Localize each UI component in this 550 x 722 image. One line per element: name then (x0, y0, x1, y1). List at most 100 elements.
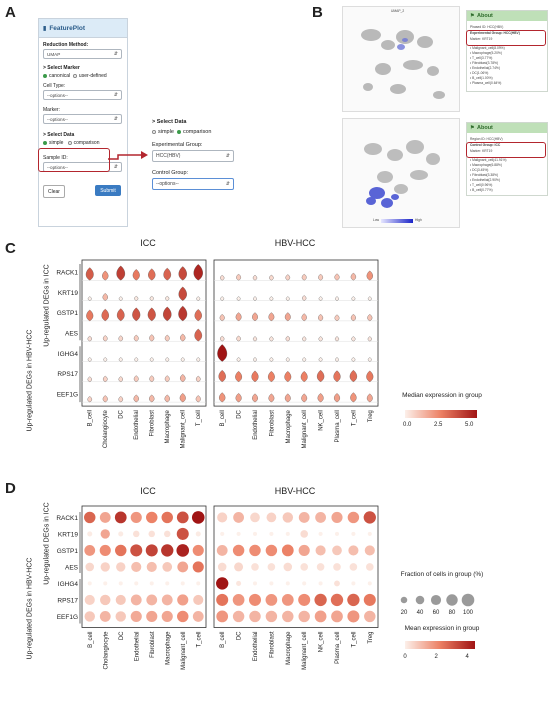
violin-mark (268, 393, 275, 403)
dot-mark (180, 581, 185, 586)
violin-mark (236, 273, 241, 281)
gene-label: AES (65, 565, 79, 572)
dot-mark (99, 611, 111, 622)
data-radio-group: simple comparison (43, 140, 99, 146)
dot-mark (285, 581, 290, 586)
control-group-select[interactable]: --options-- ⇵ (152, 178, 234, 190)
dot-mark (195, 531, 201, 537)
canonical-radio[interactable] (43, 73, 47, 78)
about-line: • T_cell(0.96%) (470, 183, 493, 187)
expanded-select-data-label: > Select Data (152, 119, 187, 125)
updown-icon: ⇵ (113, 164, 118, 170)
dot-mark (348, 545, 359, 556)
violin-mark (318, 273, 323, 281)
gene-label: GSTP1 (57, 548, 79, 555)
marker-select[interactable]: --options-- ⇵ (43, 114, 122, 124)
violin-mark (235, 371, 243, 383)
violin-mark (164, 375, 170, 382)
about-line: • DC(1.06%) (470, 71, 489, 75)
dot-mark (332, 545, 342, 556)
dot-mark (131, 561, 142, 572)
violin-mark (252, 275, 258, 281)
violin-mark (351, 336, 356, 342)
dot-mark (349, 563, 358, 571)
gene-label: RACK1 (56, 270, 78, 277)
c-title-hbv: HBV-HCC (274, 238, 316, 248)
dot-mark (331, 511, 343, 523)
dot-mark (165, 581, 170, 586)
dot-mark (269, 581, 274, 586)
simple-radio[interactable] (43, 140, 47, 145)
user-defined-radio[interactable] (72, 73, 77, 78)
violin-mark (269, 274, 274, 281)
violin-mark (164, 334, 170, 342)
updown-icon: ⇵ (113, 116, 118, 122)
dot-mark (161, 610, 173, 622)
violin-mark (87, 296, 92, 301)
dot-mark (265, 544, 278, 557)
dot-mark (265, 594, 278, 606)
c-colorbar-title: Median expression in group (402, 392, 482, 399)
violin-mark (317, 393, 324, 403)
violin-mark (134, 357, 139, 362)
x-tick-label: DC (237, 409, 243, 418)
dot-mark (130, 594, 142, 606)
dot-mark (351, 531, 356, 536)
dot-mark (330, 593, 344, 607)
user-defined-label: user-defined (78, 73, 107, 79)
violin-mark (285, 274, 291, 281)
violin-mark (269, 336, 274, 342)
about-line: Region ID: HCC(HBV) (470, 137, 503, 141)
expanded-simple-radio[interactable] (152, 129, 156, 134)
violin-mark (334, 314, 340, 322)
dot-mark (217, 512, 228, 523)
dot-mark (148, 530, 156, 538)
x-tick-label: Endothelial (253, 410, 259, 440)
violin-mark (350, 392, 357, 403)
about-line: Control Group: ICC (470, 143, 501, 147)
dot-mark (84, 611, 95, 622)
experimental-group-select[interactable]: HCC(HBV) ⇵ (152, 150, 234, 162)
violin-plot: RACK1 KRT19 GSTP1 AES IGHG4 RPS17 EEF1G B_cell C… (56, 259, 477, 448)
about-card-experimental: ⚑ About Phased ID: HCC(HBV) Experimental … (466, 10, 548, 92)
violin-mark (149, 394, 155, 403)
clear-button[interactable]: Clear (43, 185, 65, 198)
size-legend-dot (446, 594, 458, 606)
x-tick-label: NK_cell (319, 632, 325, 653)
violin-mark (102, 335, 108, 342)
plot-frame (81, 505, 207, 628)
info-tag-icon: ⚑ (470, 125, 475, 131)
violin-mark (301, 393, 308, 403)
dot-mark (118, 531, 124, 537)
dot-mark (316, 563, 325, 571)
experimental-group-highlight (466, 30, 546, 46)
violin-mark (318, 336, 323, 342)
violin-mark (301, 313, 307, 322)
violin-mark (217, 344, 228, 362)
cell-type-select[interactable]: --options-- ⇵ (43, 90, 122, 100)
violin-mark (269, 296, 274, 301)
about-line: • Fibroblast(3.78%) (470, 61, 499, 65)
reduction-select[interactable]: UMAP ⇵ (43, 49, 122, 59)
comparison-radio[interactable] (67, 140, 72, 145)
violin-mark (116, 308, 125, 322)
violin-mark (102, 270, 109, 281)
dot-mark (347, 610, 360, 623)
violin-mark (366, 270, 373, 281)
violin-mark (267, 371, 275, 383)
colorbar (405, 410, 477, 418)
d-title-hbv: HBV-HCC (274, 486, 316, 496)
c-colorbar-tick: 2.5 (434, 422, 443, 428)
violin-mark (180, 333, 186, 342)
expanded-comparison-radio[interactable] (176, 129, 181, 134)
colorbar (405, 641, 475, 649)
submit-button[interactable]: Submit (95, 185, 121, 196)
violin-mark (252, 336, 258, 342)
experimental-group-value: HCC(HBV) (156, 153, 181, 159)
violin-mark (87, 357, 92, 362)
violin-mark (284, 371, 292, 383)
violin-mark (103, 357, 108, 362)
dot-mark (130, 511, 142, 523)
dot-mark (217, 562, 227, 572)
